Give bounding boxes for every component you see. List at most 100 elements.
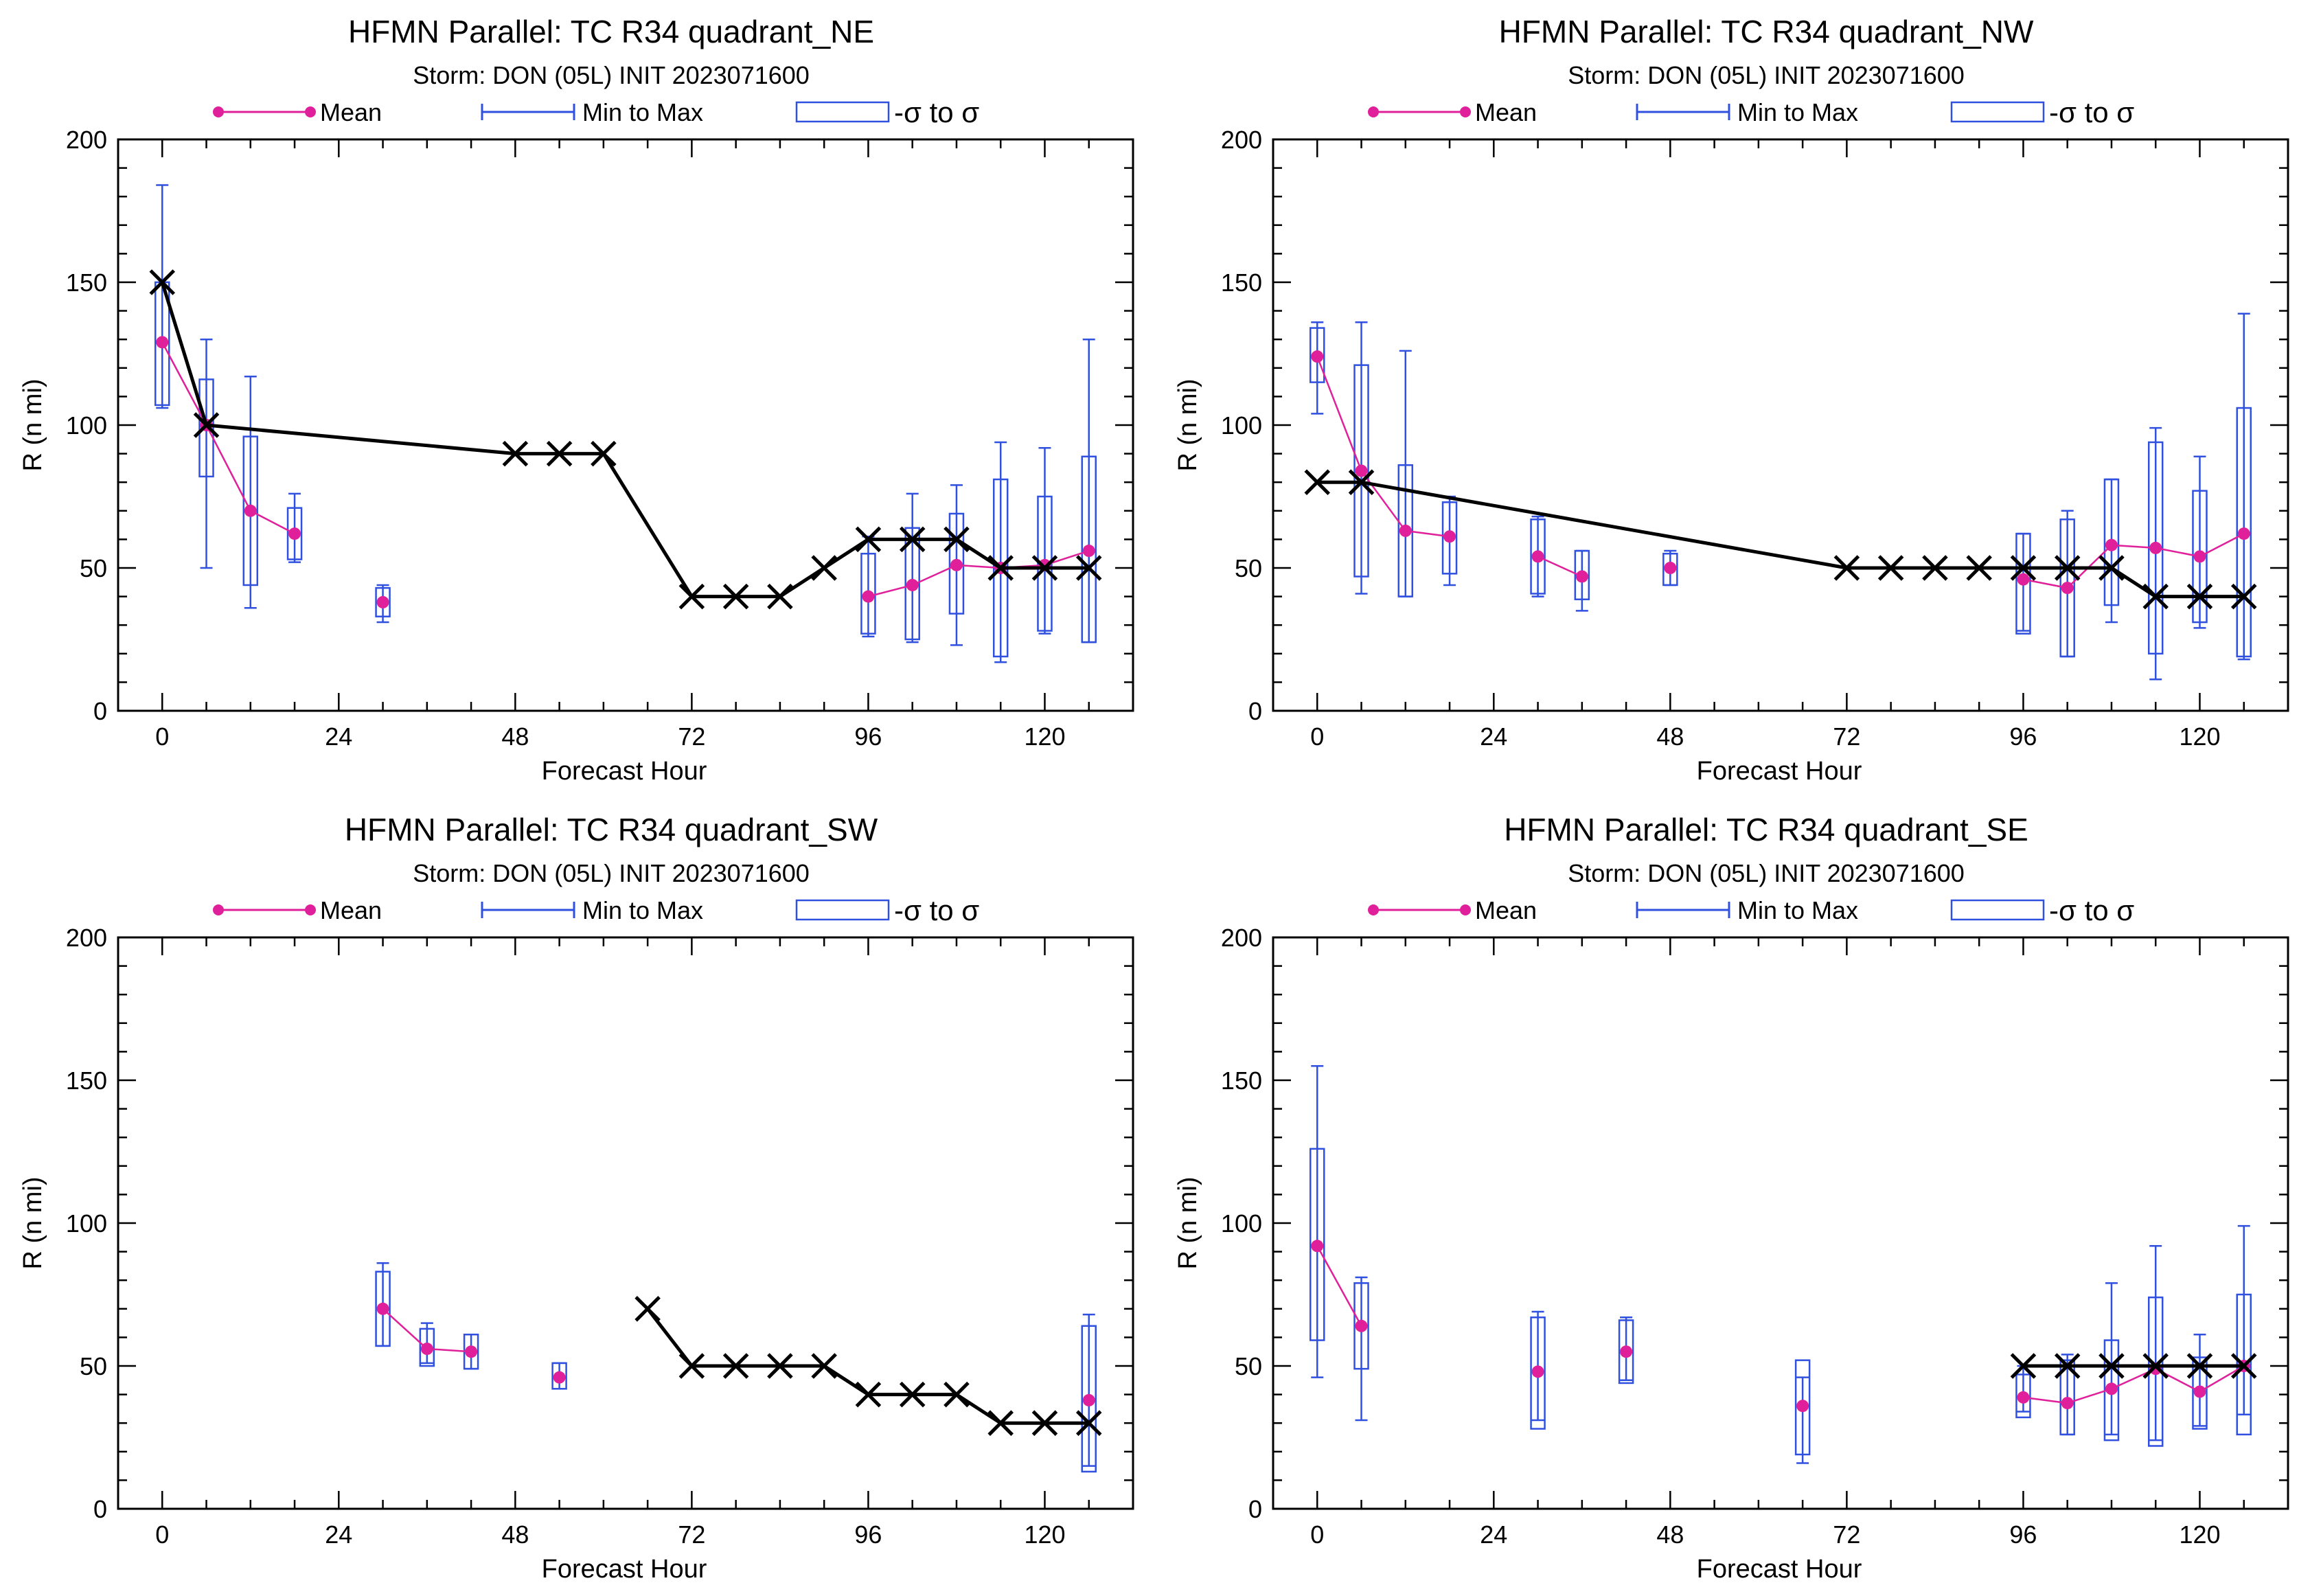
- chart-panel-ne: HFMN Parallel: TC R34 quadrant_NE Storm: …: [0, 0, 1155, 798]
- x-tick-label: 24: [325, 1520, 352, 1549]
- y-tick-label: 100: [66, 1209, 107, 1238]
- y-tick-label: 200: [1221, 126, 1262, 154]
- legend-sigma-box: [1950, 899, 2045, 921]
- mean-line-segment: [382, 1308, 428, 1349]
- mean-line-segment: [2199, 1365, 2245, 1393]
- x-tick-label: 120: [2179, 1520, 2220, 1549]
- y-tick-label: 150: [66, 1067, 107, 1095]
- mean-point: [1531, 1365, 1544, 1378]
- x-tick-label: 120: [2179, 722, 2220, 751]
- x-tick-label: 96: [2009, 1520, 2037, 1549]
- mean-point: [2193, 550, 2206, 563]
- box-whisker: [2192, 455, 2208, 629]
- legend-sigma-box: [1950, 101, 2045, 123]
- x-marker-stroke: [855, 1381, 882, 1408]
- x-marker-stroke: [1075, 1410, 1102, 1436]
- legend-mean-marker: [1460, 904, 1471, 915]
- sigma-box: [551, 1362, 567, 1390]
- legend-mean-label: Mean: [320, 896, 382, 924]
- x-marker-stroke: [591, 440, 617, 467]
- mean-point: [2017, 1391, 2030, 1404]
- box-whisker: [860, 535, 876, 638]
- sigma-box: [198, 378, 214, 478]
- best-track-marker: [678, 583, 705, 610]
- x-tick-label: 24: [1480, 722, 1507, 751]
- chart-title: HFMN Parallel: TC R34 quadrant_NW: [1499, 14, 2034, 49]
- chart-svg: HFMN Parallel: TC R34 quadrant_SW Storm: …: [19, 812, 1134, 1584]
- sigma-box: [375, 1270, 391, 1347]
- best-track-marker: [722, 583, 749, 610]
- best-track-marker: [2054, 1353, 2081, 1379]
- sigma-box: [1530, 518, 1546, 595]
- mean-line-segment: [1405, 529, 1450, 538]
- x-marker-stroke: [1966, 555, 1992, 581]
- sigma-box: [1081, 455, 1097, 643]
- x-tick-label: 48: [1656, 1520, 1684, 1549]
- legend: Mean Min to Max -σ to σ: [213, 894, 979, 926]
- best-track-marker: [944, 1381, 970, 1408]
- y-tick-label: 150: [66, 269, 107, 297]
- mean-point: [1531, 550, 1544, 563]
- y-tick-label: 50: [80, 554, 107, 582]
- legend-sigma-label: -σ to σ: [894, 96, 979, 128]
- x-tick-label: 72: [678, 722, 705, 751]
- best-track-line: [1317, 480, 2244, 599]
- legend-mean-marker: [213, 904, 224, 915]
- box-whisker: [1310, 1064, 1325, 1378]
- y-axis-label: R (n mi): [1174, 1176, 1202, 1269]
- mean-point: [1082, 1393, 1095, 1406]
- mean-line-segment: [205, 424, 251, 512]
- chart-subtitle: Storm: DON (05L) INIT 2023071600: [1568, 859, 1965, 887]
- y-tick-label: 200: [66, 126, 107, 154]
- x-marker-stroke: [2142, 583, 2169, 610]
- best-track-marker: [899, 526, 926, 553]
- mean-point: [1399, 524, 1412, 537]
- mean-point: [1664, 562, 1677, 574]
- best-track-marker: [811, 555, 837, 581]
- legend-mean-label: Mean: [1475, 896, 1537, 924]
- x-marker-stroke: [2230, 1353, 2257, 1379]
- sigma-box: [860, 552, 876, 635]
- box-whisker: [992, 441, 1009, 663]
- mean-point: [1311, 1240, 1324, 1253]
- mean-line-segment: [2155, 547, 2200, 558]
- plot-frame: [1272, 936, 2289, 1510]
- mean-point: [950, 558, 963, 571]
- x-marker-stroke: [2054, 555, 2081, 581]
- best-track-marker: [1031, 555, 1058, 581]
- mean-line-segment: [2111, 544, 2156, 549]
- legend-sigma-box: [795, 899, 890, 921]
- y-axis-label: R (n mi): [1174, 378, 1202, 471]
- sigma-box: [1794, 1359, 1811, 1456]
- best-track-marker: [1031, 1410, 1058, 1436]
- x-tick-label: 48: [501, 722, 529, 751]
- x-marker-stroke: [1031, 555, 1058, 581]
- y-tick-label: 50: [1235, 1352, 1262, 1380]
- box-whisker: [1794, 1359, 1811, 1464]
- sigma-box: [1353, 364, 1369, 578]
- best-track-marker: [722, 1353, 749, 1379]
- y-tick-label: 50: [80, 1352, 107, 1380]
- y-tick-label: 100: [1221, 411, 1262, 440]
- legend-minmax-label: Min to Max: [1737, 98, 1858, 126]
- x-marker-stroke: [1075, 555, 1102, 581]
- x-marker-stroke: [855, 526, 882, 553]
- x-marker-stroke: [1304, 469, 1331, 495]
- y-tick-label: 150: [1221, 269, 1262, 297]
- x-tick-label: 72: [678, 1520, 705, 1549]
- sigma-box: [2059, 1359, 2075, 1436]
- mean-point: [1355, 1319, 1368, 1332]
- x-tick-label: 0: [155, 1520, 169, 1549]
- chart-panel-sw: HFMN Parallel: TC R34 quadrant_SW Storm: …: [0, 798, 1155, 1596]
- x-axis-label: Forecast Hour: [542, 757, 707, 786]
- x-marker-stroke: [193, 412, 220, 438]
- sigma-box: [1397, 464, 1414, 597]
- box-whisker: [1081, 338, 1097, 643]
- best-track-marker: [767, 1353, 793, 1379]
- y-tick-label: 0: [93, 697, 107, 725]
- best-track-marker: [1922, 555, 1948, 581]
- best-track-marker: [1833, 555, 1860, 581]
- sigma-box: [1530, 1316, 1546, 1430]
- sigma-box: [2192, 1356, 2208, 1430]
- sigma-box: [1310, 327, 1325, 383]
